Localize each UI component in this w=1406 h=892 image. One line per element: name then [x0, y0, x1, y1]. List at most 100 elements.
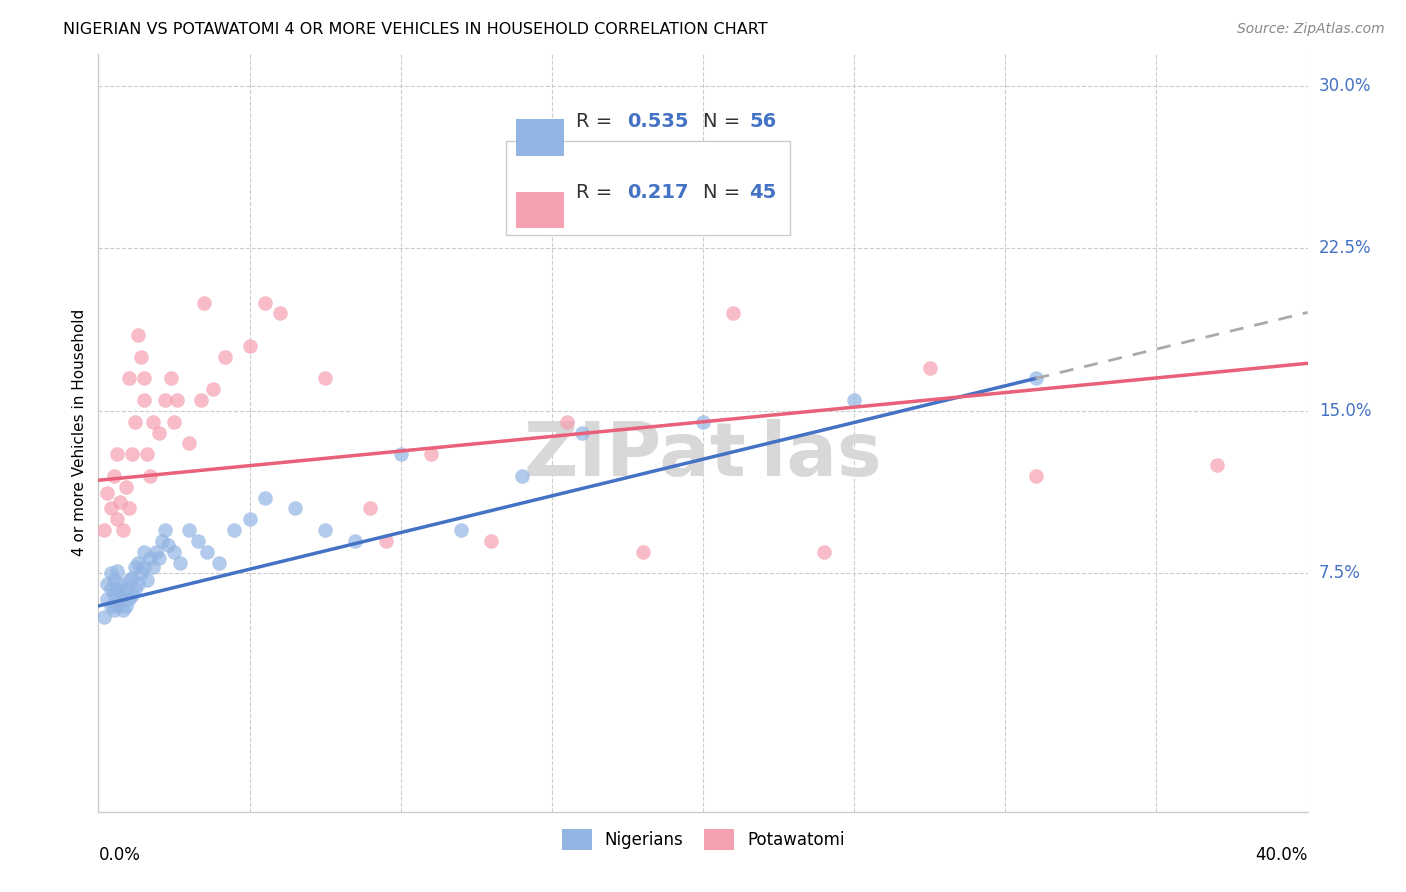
Point [93, 523, 115, 537]
Text: 30.0%: 30.0% [1319, 77, 1371, 95]
Point [145, 545, 167, 559]
Point [179, 436, 201, 450]
Point [121, 588, 143, 602]
Point [156, 538, 179, 552]
Point [103, 573, 125, 587]
Point [253, 491, 276, 505]
Point [190, 393, 212, 408]
Text: 0.535: 0.535 [627, 112, 689, 131]
Point [124, 415, 146, 429]
Point [555, 415, 578, 429]
Text: R =: R = [576, 183, 619, 202]
Point [284, 501, 307, 516]
Point [105, 599, 128, 613]
Point [129, 566, 152, 581]
Point [127, 556, 149, 570]
Point [111, 523, 134, 537]
Point [344, 533, 367, 548]
Point [111, 603, 134, 617]
Point [111, 586, 134, 600]
Point [129, 350, 152, 364]
Point [253, 295, 276, 310]
Point [169, 556, 191, 570]
Point [132, 545, 155, 559]
Text: 45: 45 [749, 183, 776, 202]
Point [103, 588, 125, 602]
Point [844, 393, 866, 408]
Point [1024, 371, 1046, 385]
Point [813, 545, 835, 559]
Text: 40.0%: 40.0% [1256, 846, 1308, 863]
Text: 0.0%: 0.0% [98, 846, 141, 863]
Point [135, 447, 157, 461]
Point [105, 582, 128, 596]
Point [360, 501, 382, 516]
Point [179, 523, 201, 537]
Point [723, 306, 745, 320]
Point [108, 592, 131, 607]
Point [481, 533, 503, 548]
Point [118, 573, 141, 587]
Point [127, 577, 149, 591]
Point [153, 523, 176, 537]
Point [96, 592, 118, 607]
Point [450, 523, 472, 537]
Point [1024, 469, 1046, 483]
Point [114, 599, 136, 613]
Point [224, 523, 246, 537]
Text: 7.5%: 7.5% [1319, 565, 1361, 582]
Text: NIGERIAN VS POTAWATOMI 4 OR MORE VEHICLES IN HOUSEHOLD CORRELATION CHART: NIGERIAN VS POTAWATOMI 4 OR MORE VEHICLE… [63, 22, 768, 37]
Point [314, 371, 336, 385]
Legend: Nigerians, Potawatomi: Nigerians, Potawatomi [555, 822, 851, 856]
Point [692, 415, 714, 429]
Point [195, 545, 218, 559]
Point [108, 495, 131, 509]
Text: N =: N = [703, 183, 747, 202]
Point [374, 533, 396, 548]
Point [139, 551, 162, 566]
Point [153, 393, 176, 408]
Point [132, 371, 155, 385]
Point [132, 560, 155, 574]
Point [187, 533, 209, 548]
Text: Source: ZipAtlas.com: Source: ZipAtlas.com [1237, 22, 1385, 37]
Point [1206, 458, 1229, 472]
Point [121, 447, 143, 461]
Text: 15.0%: 15.0% [1319, 402, 1371, 420]
Text: R =: R = [576, 112, 619, 131]
Point [96, 577, 118, 591]
Point [96, 486, 118, 500]
Point [100, 501, 122, 516]
Point [100, 599, 122, 613]
FancyBboxPatch shape [516, 120, 564, 156]
Text: ZIPat las: ZIPat las [524, 419, 882, 491]
FancyBboxPatch shape [506, 141, 790, 235]
Point [389, 447, 412, 461]
Point [148, 425, 170, 440]
Point [121, 571, 143, 585]
Point [160, 371, 183, 385]
Point [193, 295, 215, 310]
Point [163, 545, 186, 559]
Point [208, 556, 231, 570]
Point [148, 551, 170, 566]
Text: 0.217: 0.217 [627, 183, 689, 202]
Point [631, 545, 654, 559]
Point [132, 393, 155, 408]
Point [269, 306, 291, 320]
Text: 56: 56 [749, 112, 776, 131]
Point [918, 360, 941, 375]
Point [214, 350, 236, 364]
Point [100, 566, 122, 581]
Point [139, 469, 162, 483]
Point [105, 512, 128, 526]
Text: N =: N = [703, 112, 747, 131]
Point [118, 501, 141, 516]
Point [114, 582, 136, 596]
Point [571, 425, 593, 440]
Point [314, 523, 336, 537]
Point [163, 415, 186, 429]
Point [105, 447, 128, 461]
Point [124, 560, 146, 574]
Point [114, 480, 136, 494]
